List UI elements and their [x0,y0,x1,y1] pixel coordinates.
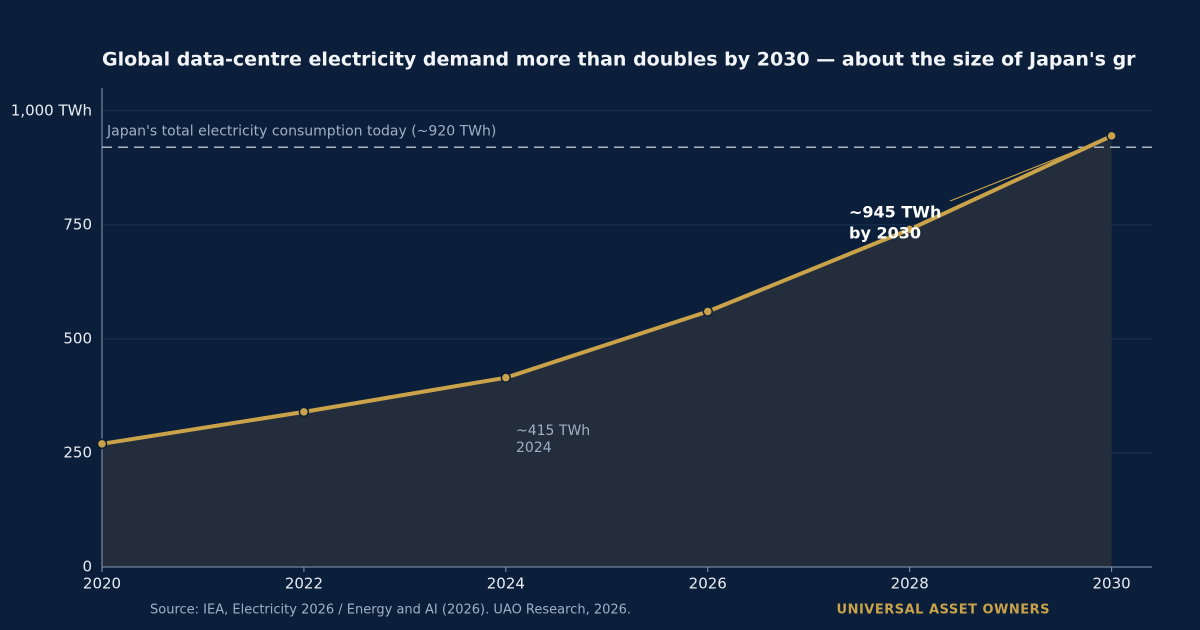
line [101,134,1113,446]
y-tick-label: 0 [82,558,92,576]
x-tick-label: 2022 [285,575,323,593]
annotation: ~945 TWh [849,203,941,222]
reference-label: Japan's total electricity consumption to… [106,123,496,139]
y-tick-label: 750 [63,215,92,233]
y-tick-label: 250 [63,443,92,461]
point [904,224,915,235]
point [96,438,108,450]
point [1106,130,1117,142]
x-tick-label: 2028 [891,575,929,593]
x-tick-label: 2020 [83,575,121,593]
annotation: by 2030 [849,224,921,243]
annotation-arrow [949,139,1104,202]
source-note: Source: IEA, Electricity 2026 / Energy a… [150,603,631,618]
x-tick-label: 2024 [487,575,525,593]
area [102,135,1112,567]
x-tick-label: 2026 [689,575,727,593]
point [298,406,310,418]
point [500,372,512,383]
y-tick-label: 1,000 TWh [11,101,92,119]
x-tick-label: 2030 [1093,575,1131,593]
y-tick-label: 500 [63,329,92,347]
annotation: ~415 TWh [516,423,590,439]
point [702,306,714,317]
annotation: 2024 [516,440,552,456]
brand: UNIVERSAL ASSET OWNERS [837,603,1050,618]
chart-title: Global data-centre electricity demand mo… [102,49,1136,71]
